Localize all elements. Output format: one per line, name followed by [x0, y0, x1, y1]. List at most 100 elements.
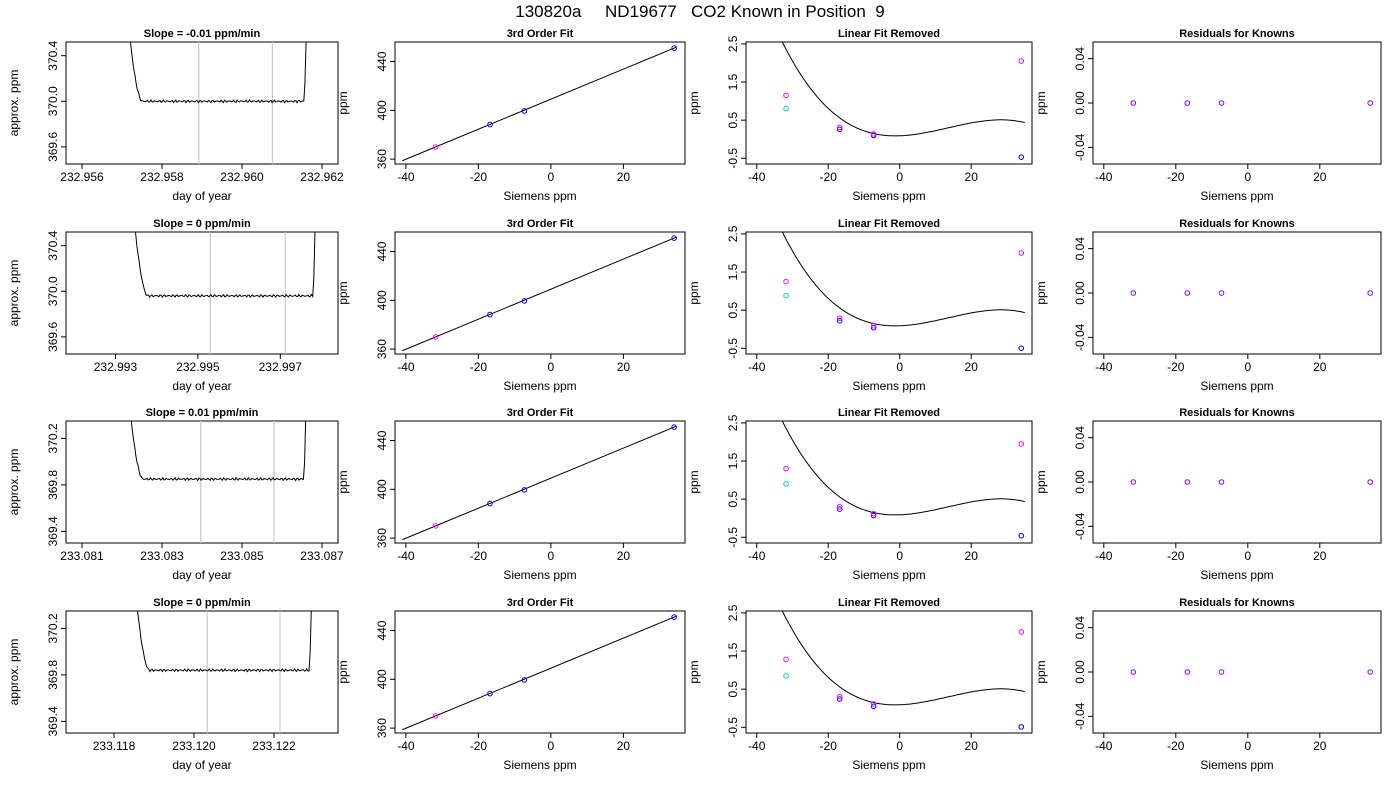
known-point — [870, 512, 877, 519]
fit-point — [487, 500, 493, 507]
panel-title: 3rd Order Fit — [507, 28, 574, 40]
known-point — [836, 318, 843, 324]
x-tick-label: -40 — [397, 170, 415, 184]
alt-point — [783, 292, 789, 299]
y-tick-label: 360 — [375, 149, 389, 169]
y-axis-label: ppm — [687, 91, 701, 114]
known-point — [870, 703, 877, 710]
x-tick-label: 232.958 — [140, 170, 184, 184]
x-tick-label: 232.997 — [259, 360, 303, 374]
x-tick-label: -20 — [820, 170, 838, 184]
residual-point — [1184, 100, 1191, 106]
plot-frame — [65, 610, 339, 734]
y-axis-label: approx. ppm — [7, 70, 21, 137]
x-tick-label: 20 — [965, 739, 979, 753]
y-tick-label: 2.5 — [726, 225, 740, 242]
y-axis-label: approx. ppm — [7, 639, 21, 706]
x-tick-label: -40 — [1095, 739, 1113, 753]
fit-point — [671, 235, 677, 241]
raw-point — [870, 510, 877, 517]
y-tick-label: 370.0 — [46, 276, 60, 306]
y-tick-label: 370.4 — [46, 230, 60, 260]
panel-title: 3rd Order Fit — [507, 407, 574, 419]
y-tick-label: 369.4 — [46, 706, 60, 736]
fit-panel: 3rd Order Fit Siemens ppm ppm -40 -20 0 20 360 4… — [336, 218, 686, 393]
x-tick-label: 20 — [617, 549, 631, 563]
x-tick-label: 20 — [617, 360, 631, 374]
residual-point — [1218, 479, 1225, 485]
x-axis-label: Siemens ppm — [852, 189, 925, 203]
raw-point — [836, 124, 843, 131]
residual-point — [1218, 290, 1225, 296]
panel-title: 3rd Order Fit — [507, 597, 574, 609]
x-tick-label: 233.085 — [220, 549, 264, 563]
y-axis-label: approx. ppm — [7, 260, 21, 327]
fit-point — [671, 614, 677, 620]
linear-removed-panel: Linear Fit Removed Siemens ppm ppm -40 -20 0 2… — [687, 407, 1033, 582]
y-tick-label: 370.0 — [46, 86, 60, 116]
x-tick-label: 20 — [617, 739, 631, 753]
y-tick-label: 1.5 — [726, 642, 740, 659]
x-tick-label: 232.960 — [220, 170, 264, 184]
x-axis-label: Siemens ppm — [503, 189, 576, 203]
y-tick-label: -0.04 — [1073, 702, 1087, 730]
panel-title: Linear Fit Removed — [838, 407, 940, 419]
y-tick-label: -0.04 — [1073, 133, 1087, 161]
y-tick-label: -0.5 — [726, 717, 740, 738]
y-tick-label: -0.04 — [1073, 323, 1087, 351]
y-axis-label: ppm — [687, 281, 701, 304]
residual-point — [1184, 669, 1191, 675]
fit-point — [671, 45, 677, 51]
plot-frame — [1092, 610, 1382, 734]
y-tick-label: 440 — [375, 241, 389, 261]
x-axis-label: Siemens ppm — [503, 568, 576, 582]
x-tick-label: 232.995 — [176, 360, 220, 374]
y-tick-label: 440 — [375, 620, 389, 640]
known-point — [1018, 345, 1025, 352]
plot-frame — [65, 231, 339, 355]
plot-frame — [394, 610, 686, 734]
x-tick-label: 232.962 — [300, 170, 344, 184]
y-tick-label: 360 — [375, 528, 389, 548]
x-axis-label: Siemens ppm — [1200, 568, 1273, 582]
panel-title: Residuals for Knowns — [1179, 28, 1295, 40]
y-axis-label: ppm — [1034, 91, 1048, 114]
known-point — [1018, 154, 1025, 160]
x-tick-label: -20 — [1167, 549, 1185, 563]
known-point — [870, 324, 877, 331]
plot-frame — [394, 420, 686, 544]
x-tick-label: -20 — [470, 360, 488, 374]
raw-point — [836, 503, 843, 510]
x-tick-label: 233.120 — [172, 739, 216, 753]
plot-frame — [65, 41, 339, 165]
x-tick-label: 0 — [548, 739, 555, 753]
x-tick-label: -40 — [1095, 360, 1113, 374]
y-tick-label: -0.5 — [726, 338, 740, 359]
raw-point — [836, 315, 843, 321]
main-title: 130820a ND19677 CO2 Known in Position 9 — [515, 2, 885, 21]
y-tick-label: 2.5 — [726, 35, 740, 52]
cubic-curve — [781, 421, 1025, 516]
x-tick-label: -40 — [397, 739, 415, 753]
y-axis-label: ppm — [336, 281, 350, 304]
raw-point — [783, 656, 789, 663]
y-tick-label: 369.8 — [46, 470, 60, 500]
residual-point — [1130, 290, 1137, 296]
x-tick-label: 0 — [896, 739, 903, 753]
alt-point — [783, 105, 789, 112]
x-tick-label: -20 — [820, 360, 838, 374]
raw-point — [1018, 629, 1025, 635]
panel-title: 3rd Order Fit — [507, 218, 574, 230]
y-tick-label: 360 — [375, 339, 389, 359]
known-point — [836, 696, 843, 702]
residual-point — [1367, 290, 1373, 296]
raw-point — [1018, 58, 1025, 64]
alt-point — [783, 481, 789, 487]
residual-point — [1184, 479, 1191, 485]
fit-line — [402, 425, 677, 541]
y-tick-label: 1.5 — [726, 263, 740, 280]
fit-point — [671, 424, 677, 430]
row-2: Slope = 0 ppm/min day of year approx. ppm 2… — [7, 218, 1382, 393]
timeseries-panel: Slope = 0 ppm/min day of year approx. ppm 2… — [7, 218, 339, 393]
plot-frame — [1092, 420, 1382, 544]
